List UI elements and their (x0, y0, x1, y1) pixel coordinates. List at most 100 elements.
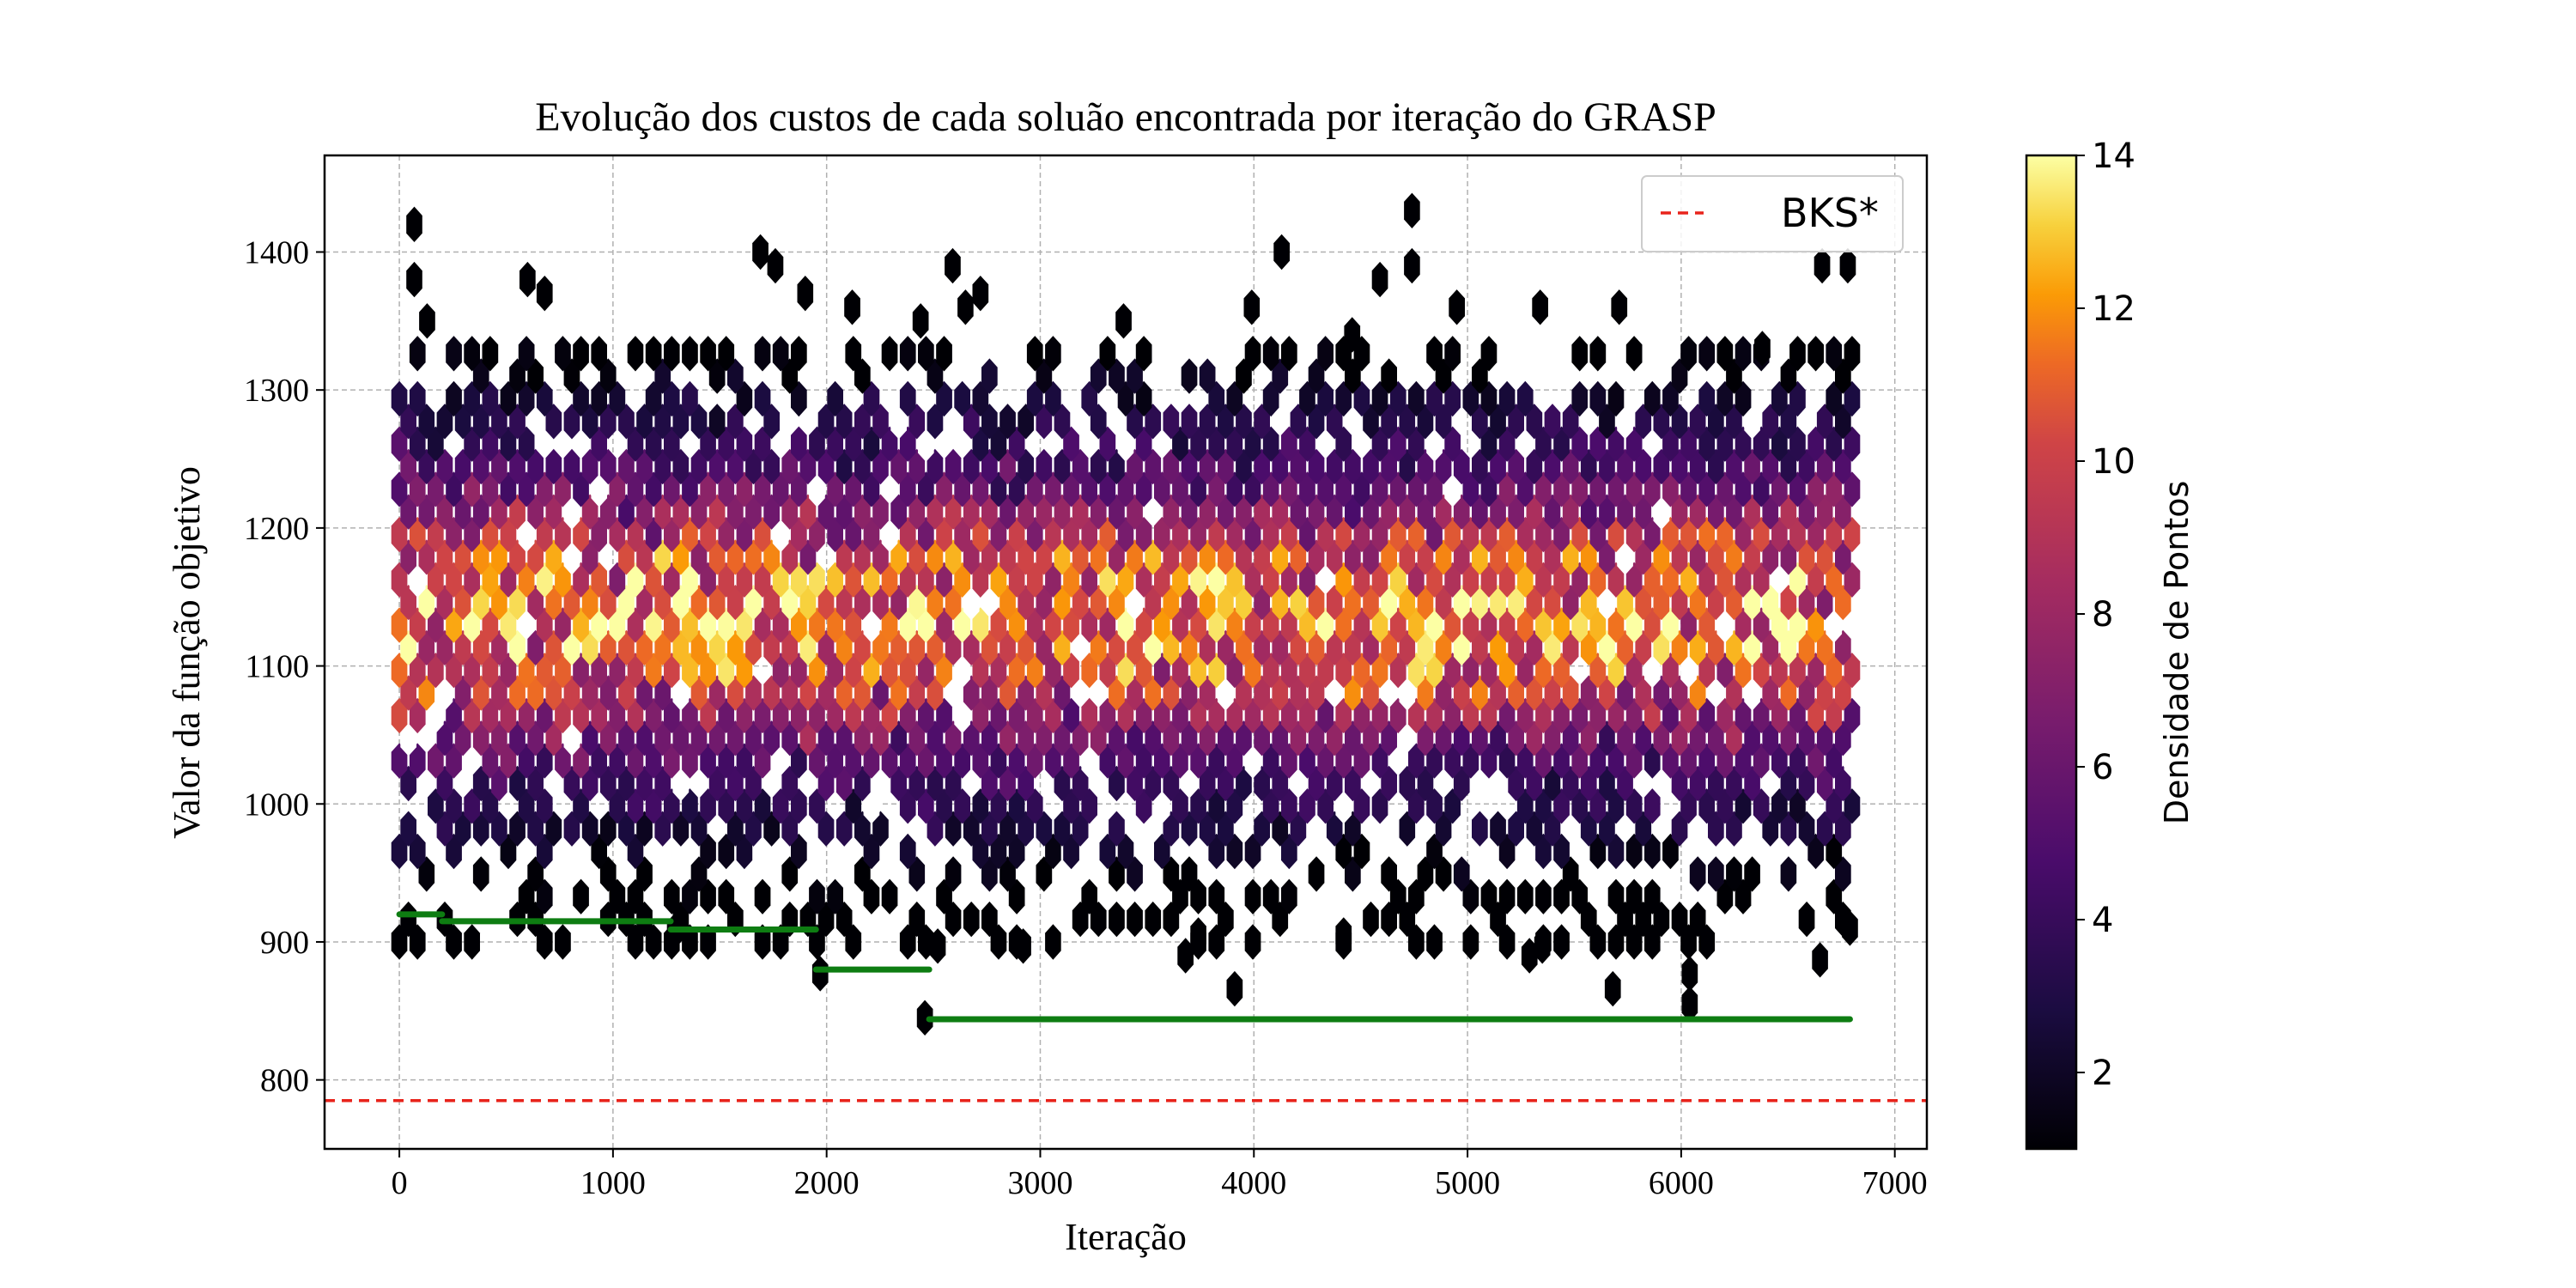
hexbin-cell (1099, 562, 1116, 598)
hexbin-cell (736, 471, 753, 507)
hexbin-cell (1716, 788, 1734, 824)
hexbin-cell (1081, 697, 1097, 734)
hexbin-cell (1635, 448, 1652, 485)
hexbin-cell (745, 448, 762, 485)
y-tick-label: 1400 (244, 234, 309, 270)
hexbin-cell (446, 924, 462, 960)
hexbin-cell (1716, 878, 1734, 914)
hexbin-cell (1417, 856, 1434, 892)
hexbin-cell (645, 336, 662, 372)
hexbin-cell (708, 494, 726, 530)
hexbin-cell (1172, 426, 1188, 462)
hexbin-cell (727, 494, 744, 530)
hexbin-cell (1036, 494, 1053, 530)
hexbin-cell (1026, 380, 1043, 417)
hexbin-cell (1698, 924, 1716, 960)
hexbin-cell (1335, 788, 1352, 824)
hexbin-cell (727, 539, 744, 575)
hexbin-cell (1117, 471, 1134, 507)
hexbin-cell (1562, 404, 1579, 440)
hexbin-cell (890, 585, 907, 621)
hexbin-cell (1272, 358, 1289, 394)
hexbin-cell (1580, 448, 1597, 485)
hexbin-cell (464, 924, 480, 960)
hexbin-cell (491, 539, 507, 575)
hexbin-cell (1571, 426, 1588, 462)
hexbin-cell (1218, 494, 1234, 530)
hexbin-cell (1726, 856, 1742, 892)
hexbin-cell (1244, 878, 1261, 914)
hexbin-cell (1127, 539, 1143, 575)
hexbin-cell (1435, 811, 1452, 847)
hexbin-cell (827, 562, 843, 598)
hexbin-cell (791, 743, 807, 779)
hexbin-cell (1353, 743, 1370, 779)
hexbin-cell (763, 675, 780, 711)
hexbin-cell (845, 607, 862, 643)
hexbin-outlier (1273, 234, 1290, 270)
hexbin-cell (518, 697, 535, 734)
hexbin-cell (1109, 720, 1125, 756)
hexbin-cell (1381, 629, 1397, 666)
hexbin-cell (1299, 471, 1315, 507)
hexbin-cell (690, 539, 708, 575)
hexbin-cell (1345, 539, 1361, 575)
hexbin-cell (1063, 607, 1079, 643)
hexbin-cell (972, 516, 989, 553)
hexbin-cell (700, 924, 716, 960)
hexbin-cell (1744, 629, 1760, 666)
hexbin-cell (736, 516, 753, 553)
hexbin-cell (1644, 697, 1661, 734)
hexbin-cell (472, 358, 489, 394)
hexbin-cell (1826, 562, 1843, 598)
hexbin-cell (1553, 788, 1570, 824)
hexbin-cell (1190, 697, 1206, 734)
hexbin-cell (446, 743, 462, 779)
hexbin-cell (1472, 539, 1488, 575)
x-tick-label: 0 (392, 1165, 408, 1201)
hexbin-cell (690, 404, 708, 440)
hexbin-cell (1516, 516, 1534, 553)
hexbin-cell (1054, 765, 1071, 802)
hexbin-cell (1789, 380, 1806, 417)
hexbin-cell (1607, 924, 1625, 960)
hexbin-cell (1317, 380, 1334, 417)
hexbin-cell (1054, 811, 1071, 847)
hexbin-cell (863, 426, 880, 462)
hexbin-cell (1844, 697, 1861, 734)
hexbin-cell (1708, 720, 1724, 756)
hexbin-cell (591, 336, 607, 372)
hexbin-cell (482, 607, 499, 643)
hexbin-cell (1272, 448, 1289, 485)
hexbin-cell (472, 856, 489, 892)
hexbin-cell (1109, 901, 1125, 938)
hexbin-cell (446, 336, 462, 372)
hexbin-cell (464, 516, 480, 553)
hexbin-cell (1381, 404, 1397, 440)
hexbin-cell (1389, 878, 1406, 914)
hexbin-cell (1698, 788, 1716, 824)
hexbin-cell (881, 562, 898, 598)
legend[interactable]: BKS* (1641, 175, 1904, 252)
hexbin-cell (1036, 585, 1053, 621)
hexbin-cell (1072, 811, 1089, 847)
hexbin-cell (809, 607, 825, 643)
hexbin-cell (1689, 539, 1706, 575)
hexbin-cell (1516, 788, 1534, 824)
hexbin-outlier (1839, 247, 1856, 284)
hexbin-cell (1580, 720, 1597, 756)
hexbin-cell (1172, 471, 1188, 507)
hexbin-cell (418, 675, 435, 711)
hexbin-cell (682, 516, 698, 553)
hexbin-cell (835, 901, 853, 938)
hexbin-cell (1835, 448, 1851, 485)
hexbin-cell (1671, 629, 1688, 666)
hexbin-cell (1462, 697, 1479, 734)
hexbin-cell (1117, 562, 1134, 598)
hexbin-cell (727, 448, 744, 485)
hexbin-cell (1063, 697, 1079, 734)
y-tick-label: 1200 (244, 511, 309, 547)
hexbin-cell (781, 856, 799, 892)
hexbin-cell (1045, 653, 1061, 689)
